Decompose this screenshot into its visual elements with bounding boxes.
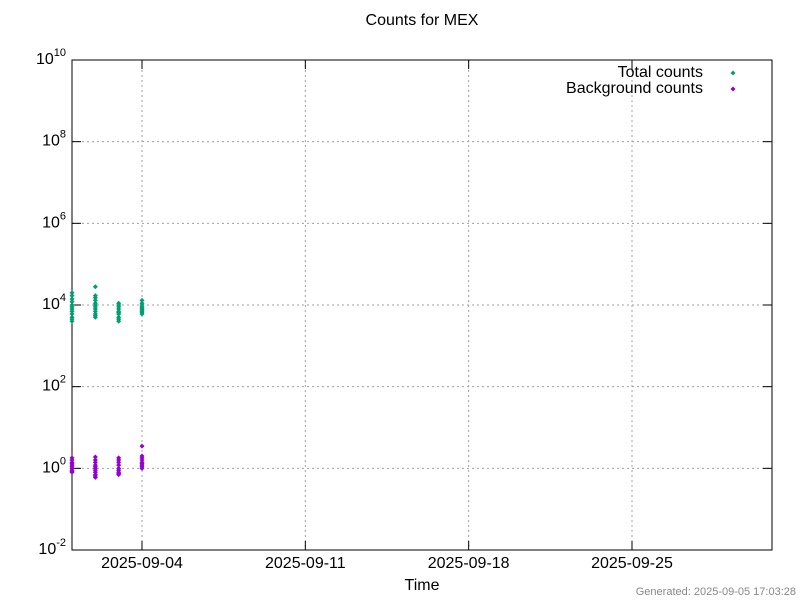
- x-axis-label: Time: [405, 577, 440, 594]
- data-point: [139, 297, 145, 303]
- data-point: [139, 443, 145, 449]
- data-point: [92, 454, 98, 460]
- data-point: [69, 302, 75, 308]
- data-point: [92, 297, 98, 303]
- y-tick-label: 108: [42, 129, 66, 150]
- x-tick-label: 2025-09-25: [591, 555, 673, 572]
- data-point: [116, 455, 122, 461]
- data-point: [69, 299, 75, 305]
- data-point: [69, 461, 75, 467]
- data-point: [92, 457, 98, 463]
- data-point: [139, 453, 145, 459]
- data-point: [116, 462, 122, 468]
- data-point: [116, 310, 122, 316]
- data-point: [69, 468, 75, 474]
- legend-marker: [730, 86, 736, 92]
- data-point: [92, 302, 98, 308]
- data-point: [116, 465, 122, 471]
- data-point: [92, 313, 98, 319]
- x-tick-label: 2025-09-11: [265, 555, 346, 572]
- data-point: [92, 284, 98, 290]
- data-point: [69, 293, 75, 299]
- legend-marker: [730, 70, 736, 76]
- data-point: [116, 300, 122, 306]
- data-point: [116, 316, 122, 322]
- data-point: [92, 473, 98, 479]
- data-point: [139, 300, 145, 306]
- data-point: [69, 316, 75, 322]
- x-tick-label: 2025-09-18: [428, 555, 510, 572]
- y-tick-label: 106: [42, 210, 66, 231]
- data-point: [69, 296, 75, 302]
- data-point: [139, 307, 145, 313]
- y-tick-label: 102: [42, 374, 66, 395]
- y-tick-label: 104: [42, 292, 66, 313]
- data-point: [139, 461, 145, 467]
- data-point: [92, 464, 98, 470]
- data-point: [139, 310, 145, 316]
- data-point: [92, 293, 98, 299]
- data-point: [116, 470, 122, 476]
- y-tick-label: 100: [42, 455, 66, 476]
- legend-label: Background counts: [566, 80, 703, 97]
- data-point: [69, 455, 75, 461]
- y-tick-label: 1010: [36, 47, 66, 68]
- x-tick-label: 2025-09-04: [101, 555, 183, 572]
- chart-title: Counts for MEX: [366, 12, 479, 29]
- legend-label: Total counts: [618, 64, 703, 81]
- data-point: [69, 311, 75, 317]
- footer: Generated: 2025-09-05 17:03:28: [636, 586, 796, 598]
- y-tick-label: 10-2: [38, 537, 66, 558]
- data-point: [69, 290, 75, 296]
